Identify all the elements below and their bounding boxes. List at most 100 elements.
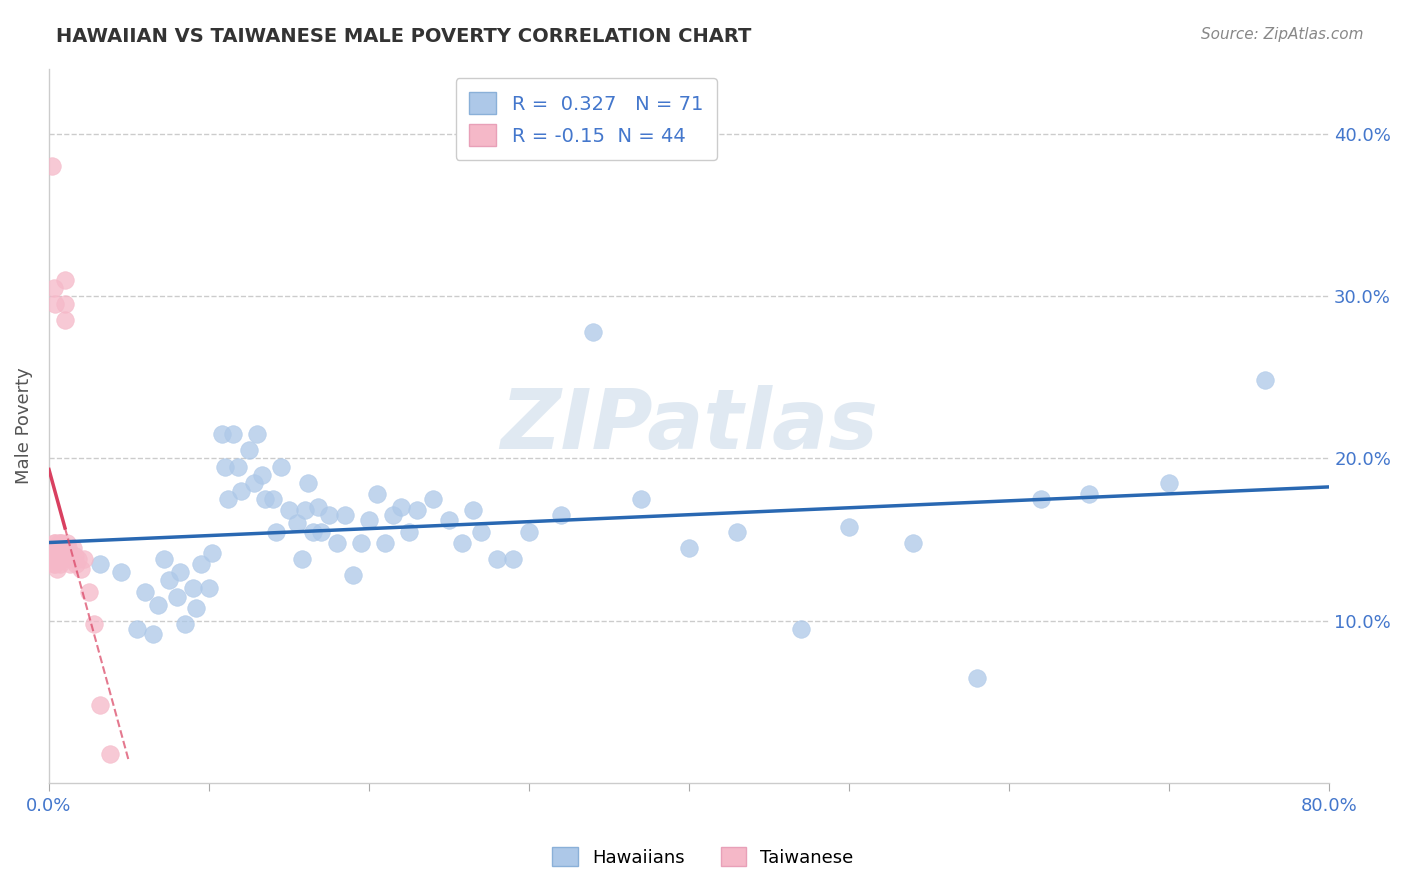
Point <box>1254 374 1277 388</box>
Point <box>59 557 82 571</box>
Point <box>44 549 66 563</box>
Point <box>901 536 924 550</box>
Point <box>42 536 65 550</box>
Point <box>169 565 191 579</box>
Point <box>198 582 221 596</box>
Point <box>582 325 605 339</box>
Point <box>250 467 273 482</box>
Point <box>291 552 314 566</box>
Point <box>201 546 224 560</box>
Point <box>517 524 540 539</box>
Point <box>73 552 96 566</box>
Point <box>49 557 72 571</box>
Point <box>1159 475 1181 490</box>
Point <box>89 698 111 713</box>
Point <box>406 503 429 517</box>
Point <box>318 508 340 523</box>
Point <box>46 549 69 563</box>
Point <box>52 549 75 563</box>
Point <box>450 536 472 550</box>
Point <box>46 541 69 555</box>
Point <box>166 590 188 604</box>
Point <box>398 524 420 539</box>
Point <box>42 281 65 295</box>
Point <box>56 549 79 563</box>
Point <box>238 443 260 458</box>
Point <box>181 582 204 596</box>
Legend: Hawaiians, Taiwanese: Hawaiians, Taiwanese <box>546 840 860 874</box>
Point <box>285 516 308 531</box>
Point <box>49 549 72 563</box>
Point <box>110 565 132 579</box>
Point <box>48 541 70 555</box>
Point <box>56 541 79 555</box>
Point <box>422 491 444 506</box>
Point <box>374 536 396 550</box>
Point <box>382 508 405 523</box>
Point <box>41 552 63 566</box>
Point <box>63 549 86 563</box>
Point <box>46 562 69 576</box>
Point <box>1031 491 1053 506</box>
Point <box>262 491 284 506</box>
Point <box>226 459 249 474</box>
Point <box>186 601 208 615</box>
Point <box>502 552 524 566</box>
Point <box>725 524 748 539</box>
Point <box>51 552 73 566</box>
Point <box>44 297 66 311</box>
Y-axis label: Male Poverty: Male Poverty <box>15 368 32 484</box>
Point <box>270 459 292 474</box>
Point <box>222 427 245 442</box>
Point <box>211 427 233 442</box>
Point <box>49 546 72 560</box>
Point <box>229 483 252 498</box>
Point <box>678 541 700 555</box>
Point <box>278 503 301 517</box>
Point <box>53 273 76 287</box>
Point <box>44 557 66 571</box>
Text: ZIPatlas: ZIPatlas <box>501 385 879 467</box>
Point <box>48 552 70 566</box>
Point <box>44 536 66 550</box>
Point <box>246 427 269 442</box>
Point <box>307 500 329 515</box>
Point <box>51 536 73 550</box>
Point <box>60 552 83 566</box>
Point <box>357 513 380 527</box>
Point <box>51 546 73 560</box>
Point <box>125 622 148 636</box>
Point <box>966 671 988 685</box>
Point <box>297 475 319 490</box>
Point <box>309 524 332 539</box>
Point <box>174 617 197 632</box>
Point <box>98 747 121 761</box>
Point <box>217 491 239 506</box>
Point <box>342 568 364 582</box>
Point <box>66 552 89 566</box>
Legend: R =  0.327   N = 71, R = -0.15  N = 44: R = 0.327 N = 71, R = -0.15 N = 44 <box>456 78 717 160</box>
Point <box>41 159 63 173</box>
Point <box>62 541 84 555</box>
Point <box>790 622 813 636</box>
Point <box>49 536 72 550</box>
Point <box>48 546 70 560</box>
Point <box>55 536 77 550</box>
Point <box>389 500 412 515</box>
Text: HAWAIIAN VS TAIWANESE MALE POVERTY CORRELATION CHART: HAWAIIAN VS TAIWANESE MALE POVERTY CORRE… <box>56 27 752 45</box>
Point <box>333 508 356 523</box>
Point <box>1078 487 1101 501</box>
Point <box>214 459 236 474</box>
Point <box>41 541 63 555</box>
Point <box>46 541 69 555</box>
Point <box>550 508 572 523</box>
Point <box>253 491 276 506</box>
Point <box>153 552 176 566</box>
Point <box>461 503 484 517</box>
Point <box>630 491 652 506</box>
Point <box>294 503 316 517</box>
Point <box>437 513 460 527</box>
Point <box>77 584 100 599</box>
Point <box>83 617 105 632</box>
Point <box>42 546 65 560</box>
